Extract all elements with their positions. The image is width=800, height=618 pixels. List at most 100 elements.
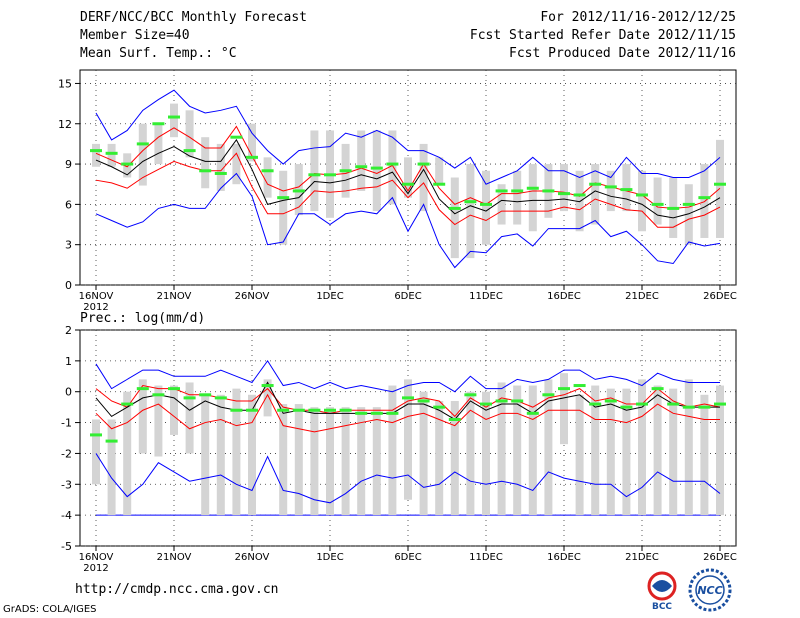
ensemble-box — [201, 394, 210, 516]
median-marker — [448, 417, 461, 421]
ensemble-box — [716, 139, 724, 238]
forecast-started-label: Fcst Started Refer Date 2012/11/15 — [469, 28, 736, 43]
ensemble-box — [372, 130, 381, 212]
ensemble-box — [138, 123, 147, 186]
median-marker — [199, 393, 212, 397]
median-marker — [464, 393, 477, 397]
median-marker — [636, 193, 648, 197]
ensemble-box — [232, 388, 241, 516]
median-marker — [121, 162, 134, 166]
precipitation-variable-label: Prec.: log(mm/d) — [80, 311, 205, 326]
bcc-logo-icon: BCC — [647, 571, 677, 612]
temperature-variable-label: Mean Surf. Temp.: °C — [80, 46, 237, 61]
x-tick-label: 16NOV — [79, 552, 114, 563]
forecast-period-label: For 2012/11/16-2012/12/25 — [540, 10, 736, 25]
source-url[interactable]: http://cmdp.ncc.cma.gov.cn — [75, 582, 279, 597]
median-marker — [714, 182, 726, 186]
median-marker — [136, 142, 149, 146]
median-marker — [402, 396, 414, 400]
median-marker — [511, 399, 524, 403]
ensemble-box — [606, 388, 615, 516]
ensemble-box — [310, 130, 319, 212]
ensemble-box — [497, 382, 506, 516]
median-marker — [558, 192, 570, 196]
median-marker — [386, 411, 399, 415]
y-tick-label: 9 — [65, 158, 72, 171]
median-marker — [542, 393, 555, 397]
ensemble-box — [185, 382, 194, 454]
ensemble-mean-line — [95, 138, 721, 219]
median-marker — [370, 166, 383, 170]
ensemble-box — [341, 407, 350, 516]
x-tick-label: 16DEC — [547, 552, 581, 563]
ensemble-box — [263, 157, 272, 198]
median-marker — [636, 402, 648, 406]
y-tick-label: -4 — [61, 509, 72, 522]
ensemble-box — [404, 157, 412, 198]
ensemble-box — [466, 164, 475, 259]
ensemble-box — [279, 404, 288, 516]
median-marker — [511, 189, 524, 193]
ensemble-box — [669, 388, 678, 516]
max-line — [95, 89, 721, 185]
median-marker — [308, 408, 321, 412]
median-marker — [480, 202, 492, 206]
median-marker — [573, 193, 586, 197]
ensemble-box — [466, 391, 475, 516]
ensemble-box — [170, 103, 178, 138]
ensemble-box — [419, 143, 428, 212]
ensemble-box — [372, 407, 381, 516]
ensemble-box — [684, 379, 693, 516]
median-marker — [433, 405, 446, 409]
x-tick-label: 16DEC — [547, 291, 581, 302]
median-marker — [324, 408, 336, 412]
median-marker — [620, 405, 633, 409]
y-tick-label: -1 — [61, 417, 72, 430]
ensemble-box — [638, 379, 646, 516]
median-marker — [292, 408, 305, 412]
ensemble-box — [528, 164, 537, 232]
median-marker — [136, 387, 149, 391]
median-marker — [152, 122, 165, 126]
median-marker — [246, 155, 258, 159]
ensemble-box — [450, 177, 459, 259]
ensemble-box — [357, 407, 366, 516]
median-marker — [214, 396, 227, 400]
median-marker — [168, 115, 180, 119]
median-marker — [152, 393, 165, 397]
ensemble-box — [450, 400, 459, 516]
ensemble-box — [248, 394, 256, 516]
median-marker — [261, 169, 274, 173]
median-marker — [277, 408, 290, 412]
median-marker — [417, 162, 430, 166]
ensemble-box — [92, 143, 100, 167]
ensemble-box — [560, 164, 568, 212]
x-tick-label: 26DEC — [703, 291, 737, 302]
median-marker — [526, 186, 539, 190]
median-marker — [90, 433, 102, 437]
ensemble-box — [513, 385, 522, 516]
median-marker — [604, 185, 617, 189]
ensemble-box — [435, 157, 444, 185]
y-tick-label: 3 — [65, 239, 72, 252]
lower-percentile-line — [95, 393, 720, 433]
y-tick-label: 0 — [65, 386, 72, 399]
ensemble-box — [482, 170, 490, 245]
median-marker — [370, 411, 383, 415]
ensemble-box — [310, 407, 319, 516]
ncc-logo-text: NCC — [697, 584, 722, 597]
y-tick-label: 2 — [65, 324, 72, 337]
ensemble-box — [700, 164, 709, 238]
x-tick-label: 26NOV — [235, 552, 270, 563]
grads-credit: GrADS: COLA/IGES — [3, 604, 97, 615]
member-size-label: Member Size=40 — [80, 28, 190, 43]
ensemble-box — [528, 385, 537, 516]
median-marker — [355, 411, 368, 415]
median-marker — [246, 408, 258, 412]
x-tick-label: 21DEC — [625, 552, 659, 563]
ensemble-box — [138, 379, 147, 454]
y-tick-label: -5 — [61, 540, 72, 553]
median-marker — [698, 405, 711, 409]
median-marker — [667, 206, 680, 210]
median-marker — [651, 202, 664, 206]
